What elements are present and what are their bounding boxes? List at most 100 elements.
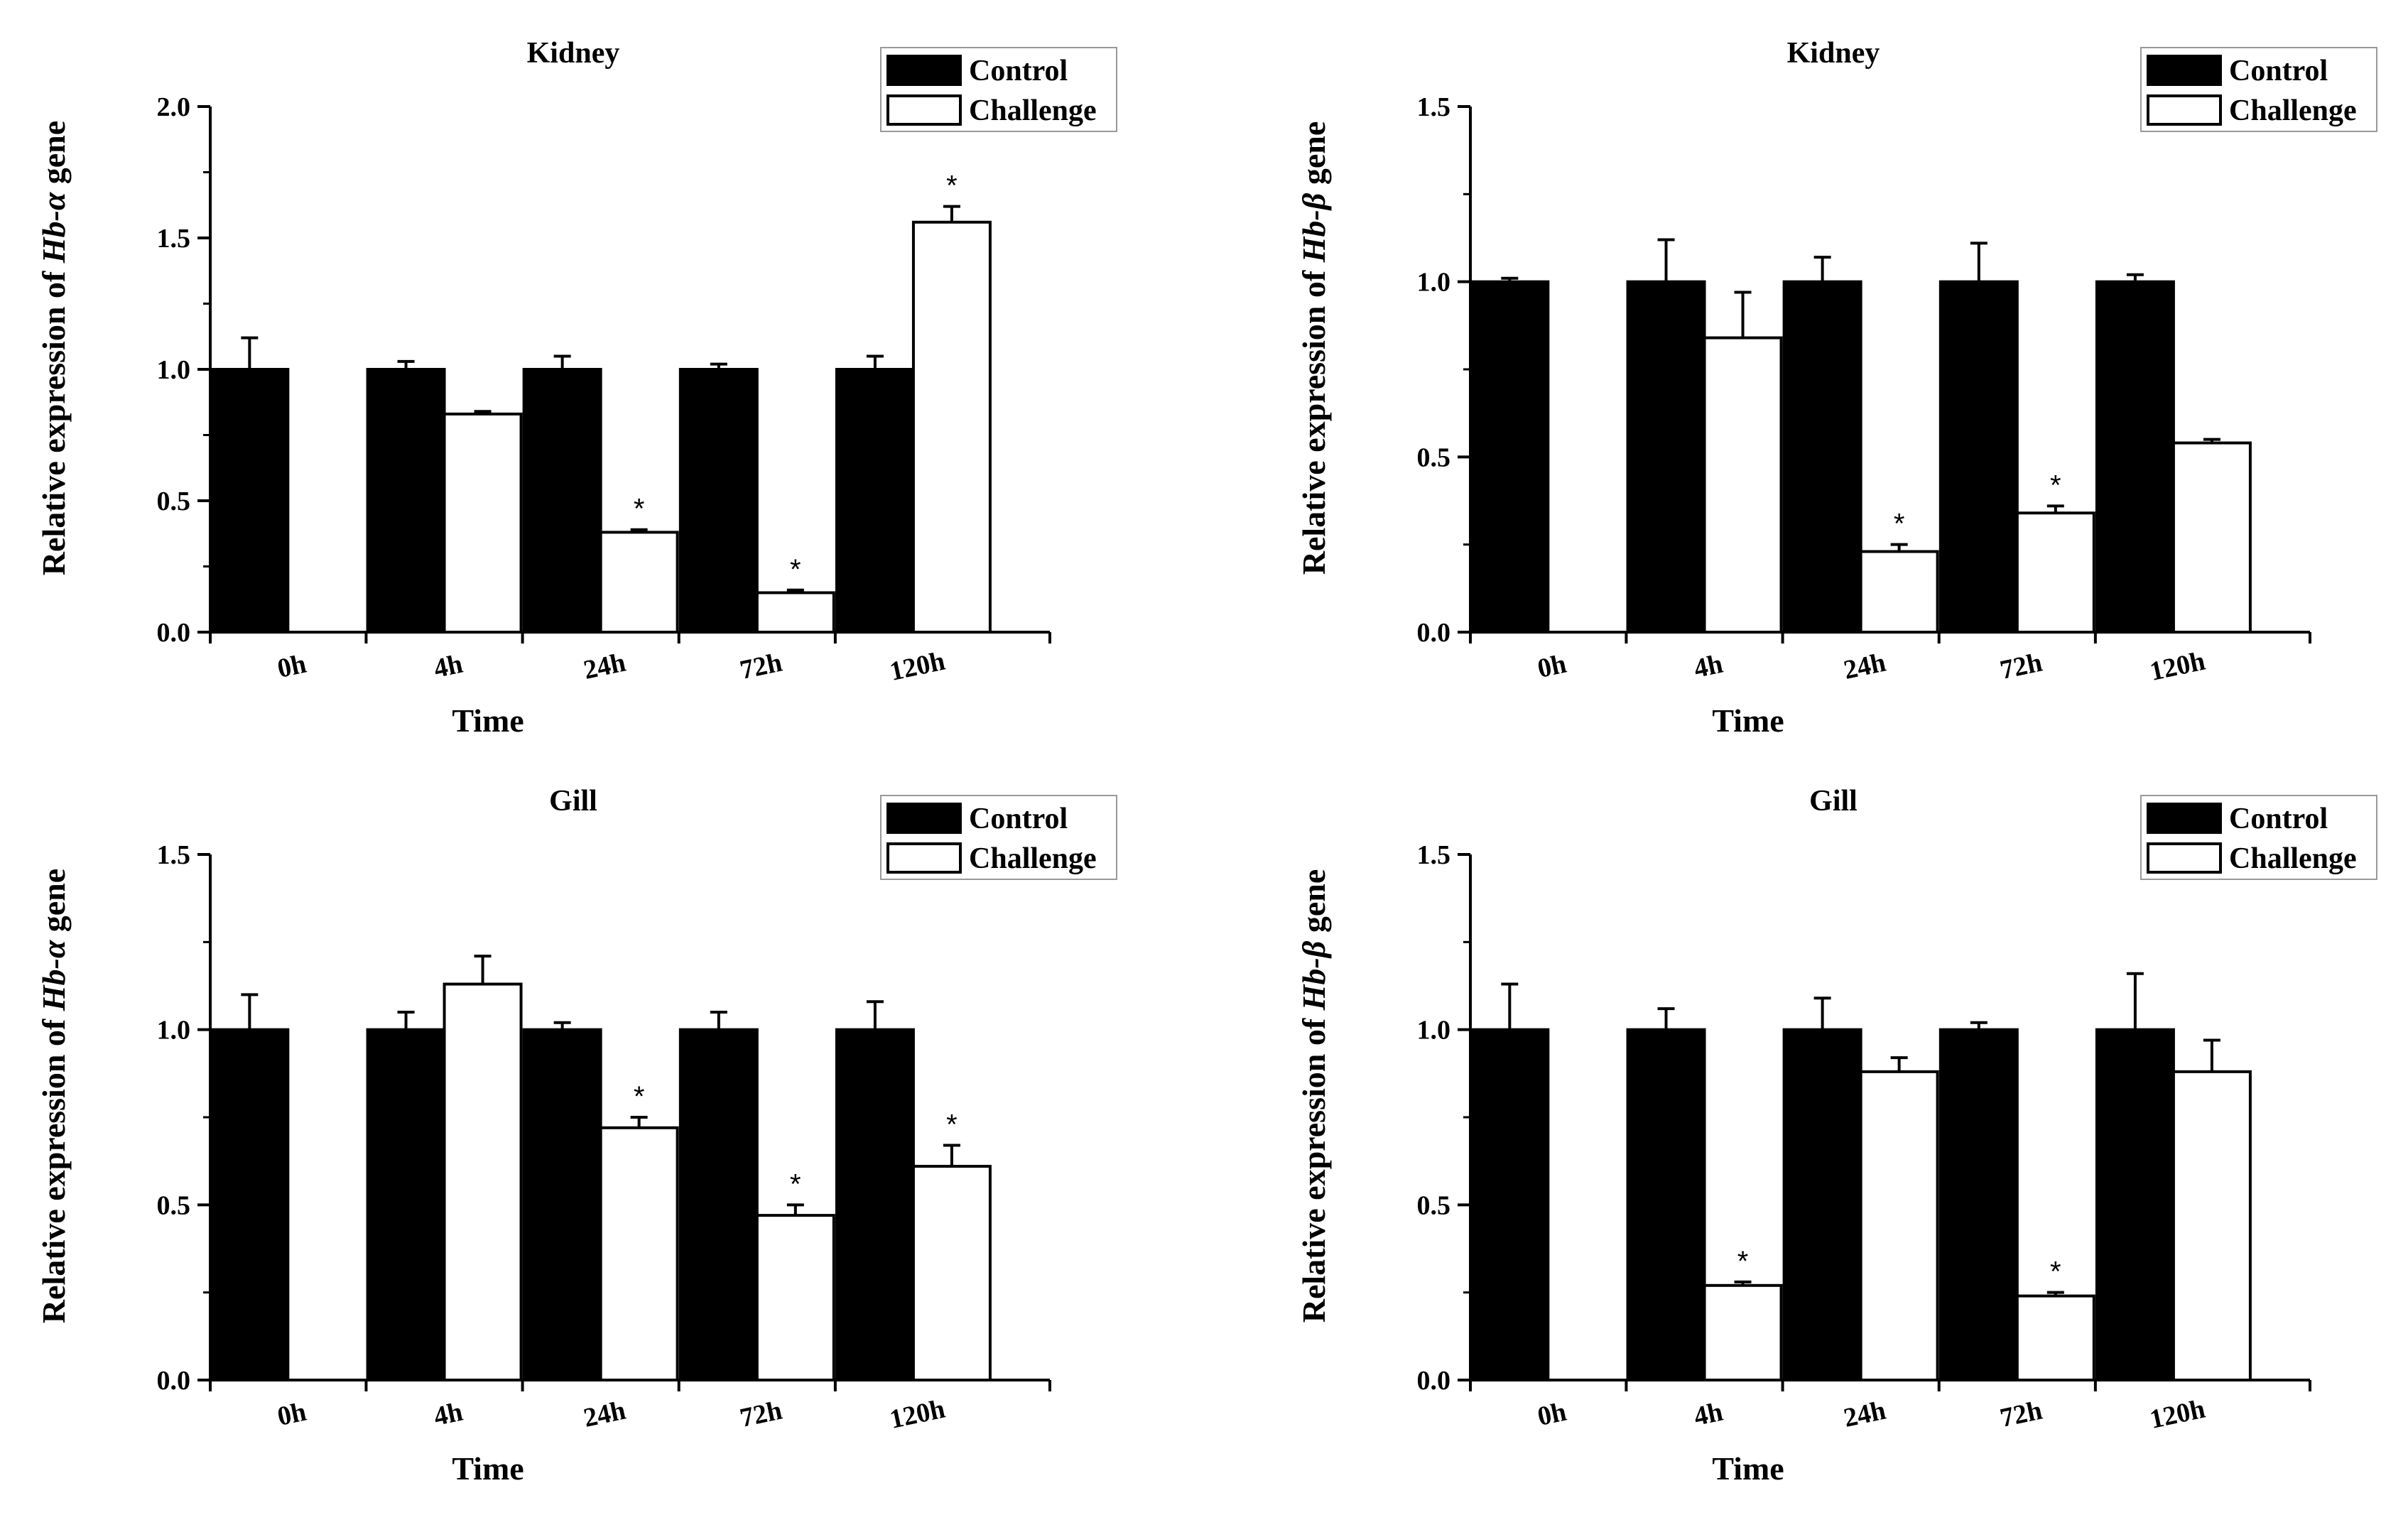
bar-control-0h [210, 368, 290, 634]
x-axis-title: Time [452, 1450, 524, 1487]
y-axis-title-prefix: Relative expression of [36, 1011, 72, 1323]
bar-control-4h [1626, 280, 1706, 634]
y-axis-title: Relative expression of Hb-α gene [36, 869, 72, 1323]
x-tick-label: 120h [2147, 1394, 2208, 1435]
significance-marker: * [2050, 469, 2061, 501]
x-tick-label: 0h [275, 649, 309, 684]
legend-swatch-control [2147, 55, 2222, 86]
y-tick-label: 1.5 [157, 840, 191, 870]
legend-label-challenge: Challenge [2229, 842, 2357, 875]
legend-label-control: Control [2229, 803, 2328, 835]
legend-label-control: Control [2229, 55, 2328, 87]
y-tick-label: 0.5 [157, 487, 191, 516]
bar-control-24h [1782, 280, 1862, 634]
x-axis-title: Time [452, 702, 524, 739]
bar-challenge-72h [2015, 511, 2095, 634]
x-tick-label: 4h [431, 1397, 465, 1432]
x-axis-title: Time [1712, 702, 1784, 739]
chart-title: Gill [549, 785, 597, 818]
significance-marker: * [634, 494, 645, 525]
chart-panel-0: Kidney 0.0 0.5 1.0 1.5 2.0 0h 4h 24h 72h 120h Time R… [36, 37, 1117, 739]
legend-label-challenge: Challenge [969, 842, 1097, 875]
significance-marker: * [1894, 509, 1905, 540]
bar-control-120h [2095, 280, 2175, 634]
y-axis-title-suffix: gene [36, 869, 72, 940]
significance-marker: * [1737, 1246, 1749, 1277]
bar-challenge-4h [443, 412, 523, 634]
x-tick-label: 0h [1535, 649, 1569, 684]
x-tick-label: 72h [1997, 648, 2045, 685]
y-axis-title-prefix: Relative expression of [1296, 262, 1332, 575]
bar-control-24h [1782, 1028, 1862, 1381]
x-tick-label: 4h [1691, 649, 1725, 684]
legend-label-control: Control [969, 803, 1068, 835]
chart-panel-1: Kidney 0.0 0.5 1.0 1.5 0h 4h 24h 72h 120h Time Rela… [1296, 37, 2377, 739]
bar-control-24h [522, 1028, 602, 1381]
bar-control-120h [835, 368, 915, 634]
chart-title: Kidney [1787, 37, 1880, 70]
bar-challenge-24h [599, 1126, 679, 1382]
y-axis-title-gene: Hb-β [1296, 940, 1332, 1011]
x-tick-label: 72h [737, 1396, 785, 1433]
legend-label-control: Control [969, 55, 1068, 87]
y-axis-title-prefix: Relative expression of [36, 263, 72, 575]
legend-swatch-challenge [2147, 842, 2222, 874]
bar-challenge-120h [911, 1165, 992, 1381]
y-axis-title: Relative expression of Hb-β gene [1296, 869, 1332, 1323]
significance-marker: * [634, 1081, 645, 1112]
y-axis-title-suffix: gene [1296, 869, 1332, 941]
legend: Control Challenge [2140, 795, 2377, 880]
bar-challenge-120h [2171, 441, 2252, 634]
y-tick-label: 1.0 [1417, 268, 1451, 298]
y-axis-title-suffix: gene [36, 121, 72, 192]
bar-challenge-4h [443, 982, 523, 1381]
bar-control-0h [1470, 280, 1550, 634]
x-tick-label: 24h [581, 648, 629, 685]
bar-challenge-24h [599, 531, 679, 634]
y-axis-title-gene: Hb-α [36, 191, 72, 264]
bar-challenge-72h [755, 591, 835, 634]
legend-label-challenge: Challenge [969, 94, 1097, 127]
x-axis-title: Time [1712, 1450, 1784, 1487]
y-axis-title: Relative expression of Hb-β gene [1296, 121, 1332, 575]
bar-challenge-4h [1703, 336, 1783, 634]
y-tick-label: 2.0 [157, 92, 191, 122]
bar-challenge-72h [2015, 1294, 2095, 1381]
bar-control-0h [210, 1028, 290, 1381]
legend: Control Challenge [880, 795, 1117, 880]
legend-swatch-challenge [2147, 94, 2222, 126]
y-axis-title-gene: Hb-α [36, 939, 72, 1011]
x-tick-label: 4h [1691, 1397, 1725, 1432]
bar-control-72h [678, 1028, 759, 1381]
bar-challenge-4h [1703, 1283, 1783, 1382]
significance-marker: * [2050, 1256, 2061, 1288]
y-axis-title: Relative expression of Hb-α gene [36, 121, 72, 575]
legend: Control Challenge [2140, 47, 2377, 132]
y-tick-label: 1.0 [1417, 1016, 1451, 1046]
legend-swatch-challenge [886, 94, 962, 126]
legend-swatch-control [2147, 803, 2222, 834]
y-tick-label: 1.5 [1417, 840, 1451, 870]
bar-control-72h [678, 368, 759, 634]
x-tick-label: 120h [887, 646, 948, 687]
x-tick-label: 0h [1535, 1397, 1569, 1432]
chart-panel-3: Gill 0.0 0.5 1.0 1.5 0h 4h 24h 72h 120h Time Relati… [1296, 785, 2377, 1487]
x-tick-label: 24h [581, 1396, 629, 1433]
bar-control-0h [1470, 1028, 1550, 1381]
y-tick-label: 1.0 [157, 355, 191, 385]
bar-challenge-72h [755, 1214, 835, 1381]
legend-swatch-control [886, 55, 962, 86]
bar-control-4h [366, 368, 446, 634]
y-axis-title-suffix: gene [1296, 121, 1332, 193]
significance-marker: * [946, 1109, 958, 1140]
legend-swatch-challenge [886, 842, 962, 874]
x-tick-label: 0h [275, 1397, 309, 1432]
y-tick-label: 0.0 [157, 618, 191, 648]
y-tick-label: 0.0 [157, 1366, 191, 1396]
chart-panel-2: Gill 0.0 0.5 1.0 1.5 0h 4h 24h 72h 120h Time Relati… [36, 785, 1117, 1487]
x-tick-label: 4h [431, 649, 465, 684]
y-tick-label: 0.5 [157, 1190, 191, 1220]
y-tick-label: 0.5 [1417, 442, 1451, 472]
bar-control-72h [1938, 1028, 2019, 1381]
